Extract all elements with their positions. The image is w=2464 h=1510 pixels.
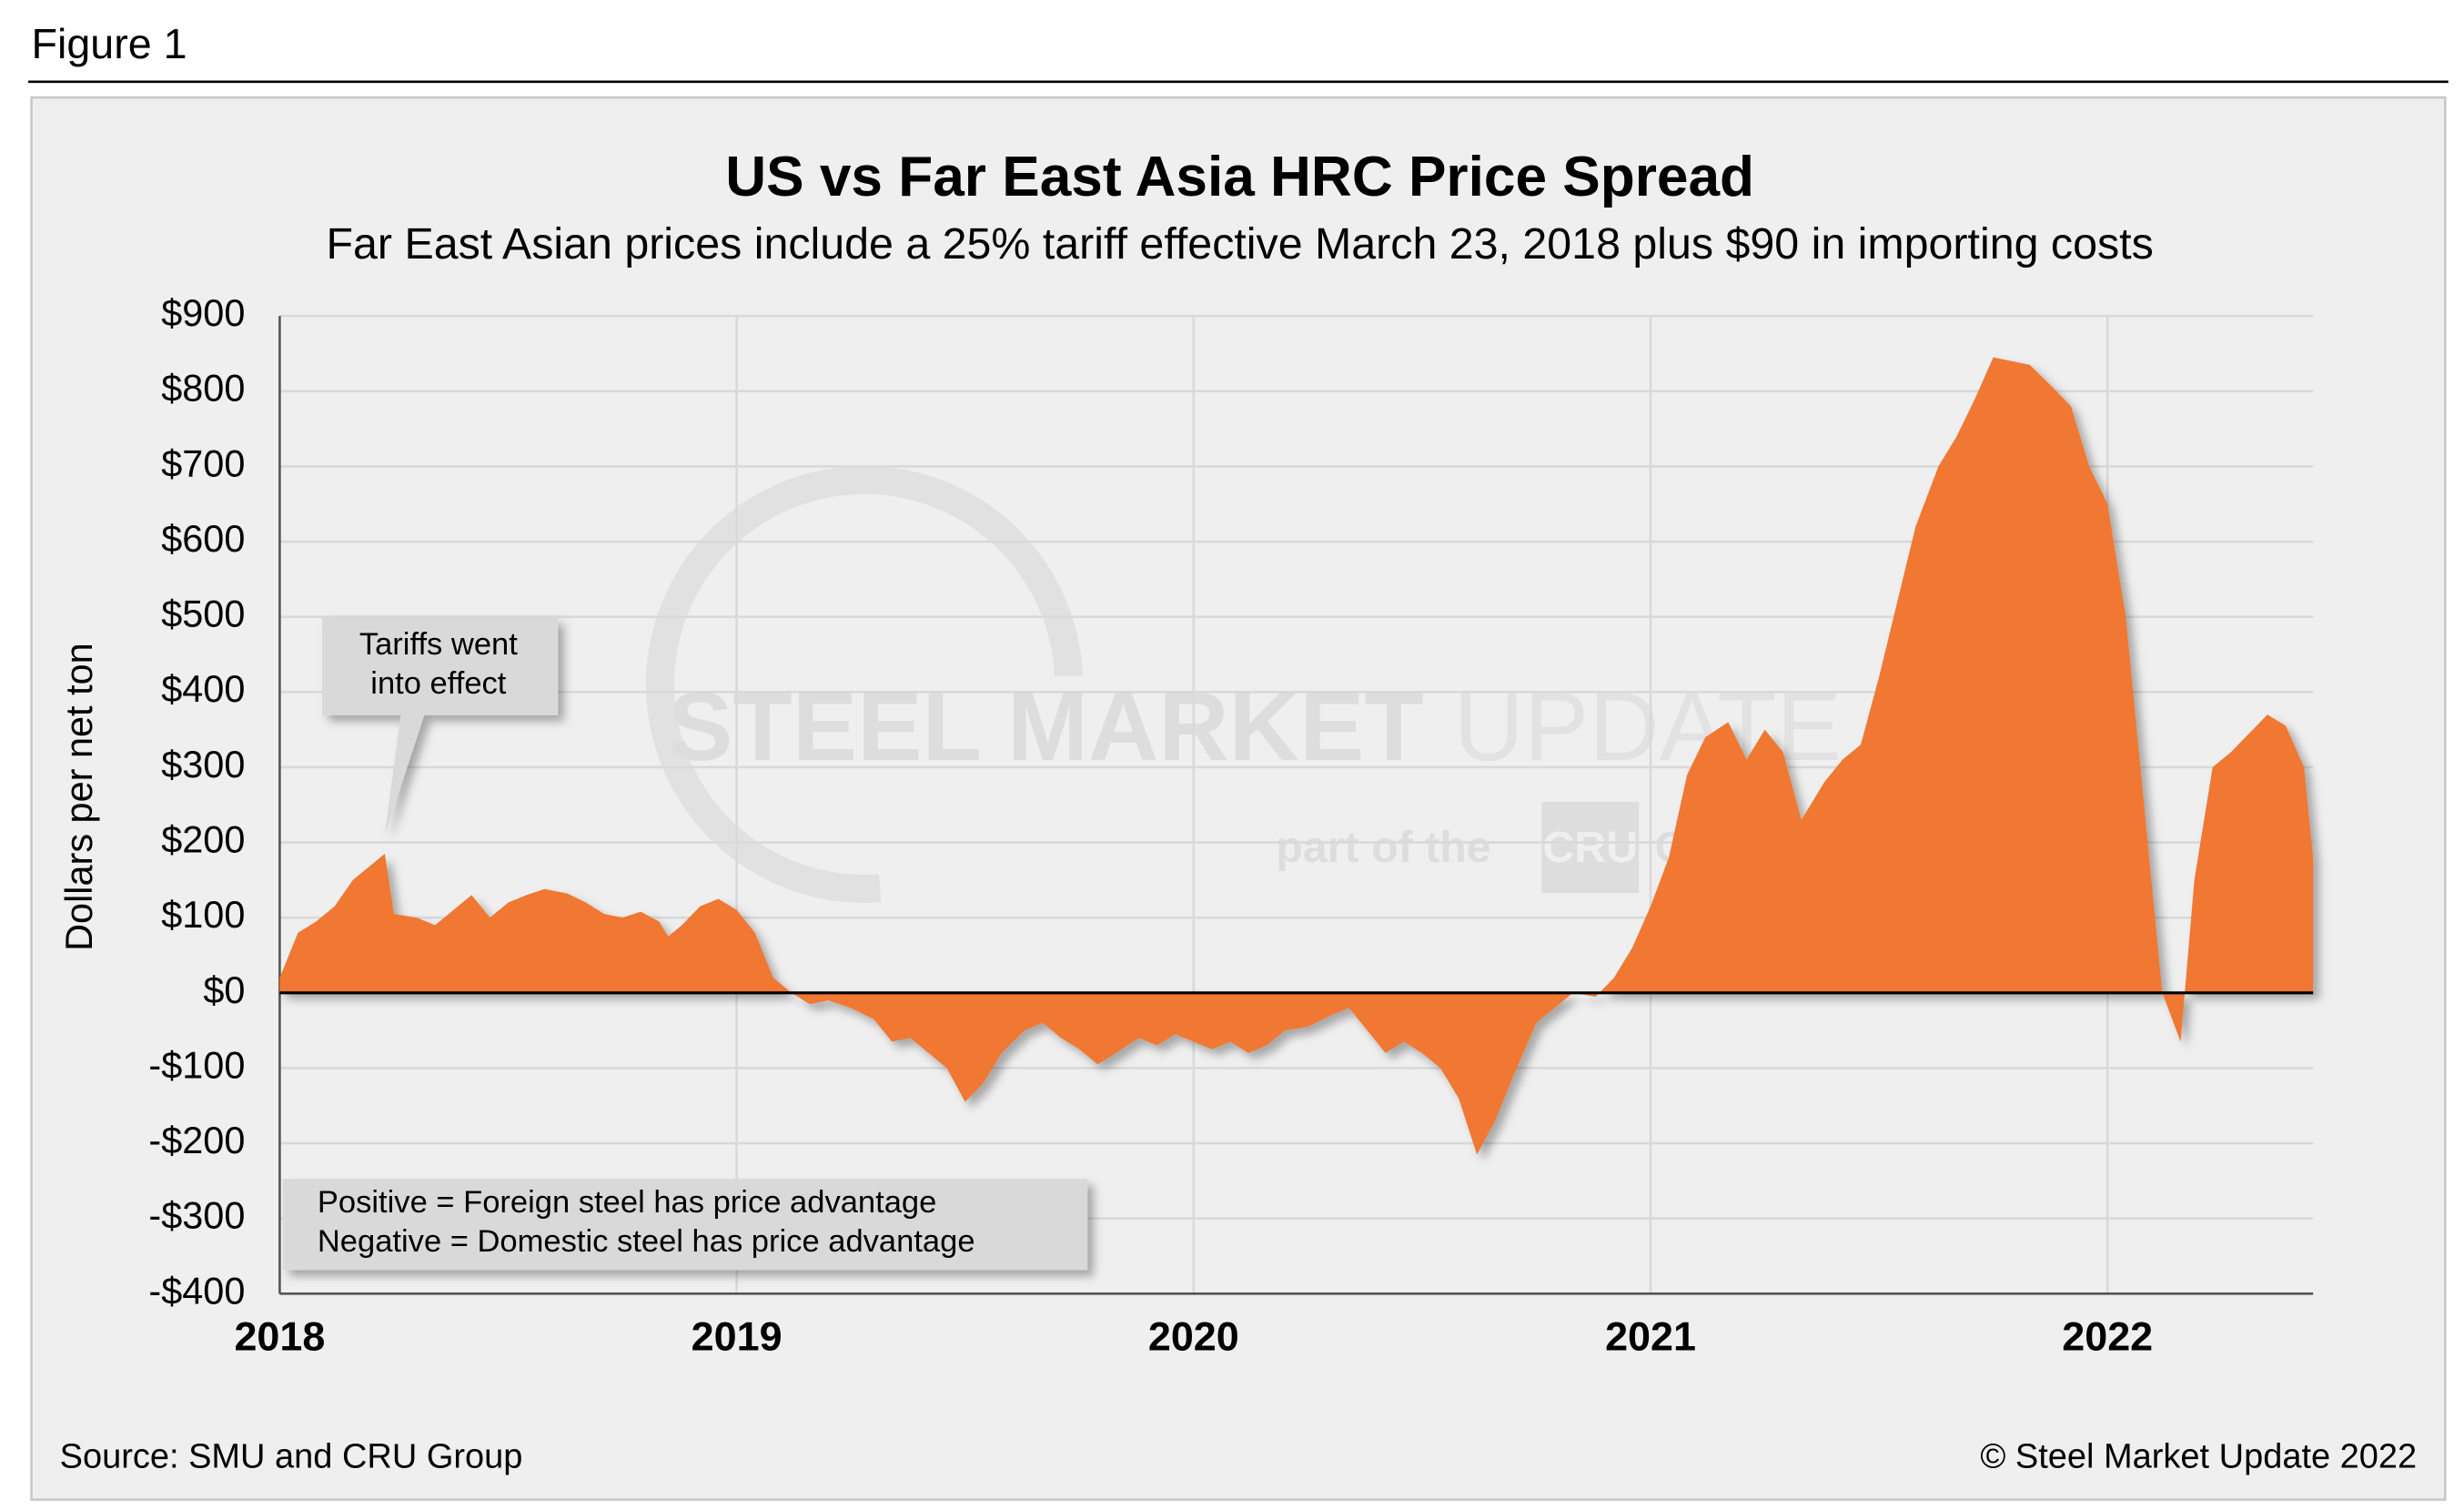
y-tick-label: $400 (161, 667, 245, 710)
figure-label: Figure 1 (32, 20, 187, 67)
source: Source: SMU and CRU Group (60, 1438, 523, 1476)
y-tick-label: $300 (161, 743, 245, 785)
note-text: Positive = Foreign steel has price advan… (318, 1185, 936, 1220)
y-tick-label: $700 (161, 441, 245, 484)
callout (322, 617, 559, 836)
x-tick-label: 2020 (1148, 1312, 1239, 1359)
x-tick-label: 2018 (234, 1312, 325, 1359)
watermark-badge-box (1541, 801, 1640, 893)
watermark-badge: CRU (1542, 823, 1638, 872)
y-tick-label: $900 (161, 291, 245, 334)
y-axis-label: Dollars per net ton (57, 643, 100, 951)
copyright: © Steel Market Update 2022 (1980, 1438, 2417, 1476)
y-tick-label: -$300 (148, 1194, 245, 1237)
chart-subtitle: Far East Asian prices include a 25% tari… (327, 219, 2154, 269)
area (279, 357, 2314, 1155)
plot: -$400 -$300 -$200 -$100 $0 $100 $200 $300 $400 $5… (148, 291, 2314, 1359)
x-tick-label: 2021 (1605, 1312, 1696, 1359)
y-tick-label: -$400 (148, 1269, 245, 1312)
y-tick-label: -$200 (148, 1119, 245, 1161)
watermark-main: STEEL MARKET (668, 672, 1424, 781)
callout-box (322, 617, 559, 836)
note-text: Negative = Domestic steel has price adva… (318, 1224, 975, 1259)
y-tick-label: $100 (161, 893, 245, 936)
y-tick-label: -$100 (148, 1043, 245, 1086)
watermark-sub: part of the (1276, 823, 1490, 872)
x-tick-label: 2019 (692, 1312, 783, 1359)
callout-text: into effect (370, 666, 507, 701)
y-tick-label: $800 (161, 367, 245, 410)
y-tick-label: $600 (161, 517, 245, 560)
note-box (282, 1179, 1088, 1271)
chart-title: US vs Far East Asia HRC Price Spread (725, 146, 1754, 208)
y-tick-label: $500 (161, 593, 245, 635)
callout-text: Tariffs went (359, 627, 518, 662)
y-tick-label: $200 (161, 818, 245, 861)
y-tick-label: $0 (203, 968, 245, 1011)
x-tick-label: 2022 (2062, 1312, 2153, 1359)
